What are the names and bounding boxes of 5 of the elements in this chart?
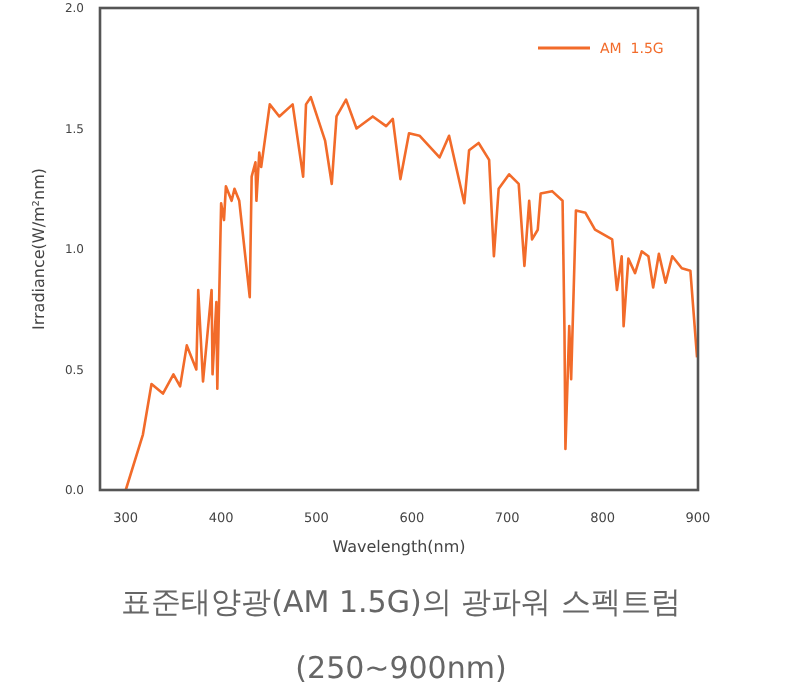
- text: 표준태양광(AM 1.5G)의 광파워 스펙트럼: [121, 584, 681, 620]
- x-axis-title: Wavelength(nm): [332, 538, 466, 556]
- text: (250~900nm): [295, 650, 507, 686]
- y-axis-title: Irradiance(W/m²nm): [30, 167, 48, 331]
- line-series: [124, 95, 699, 492]
